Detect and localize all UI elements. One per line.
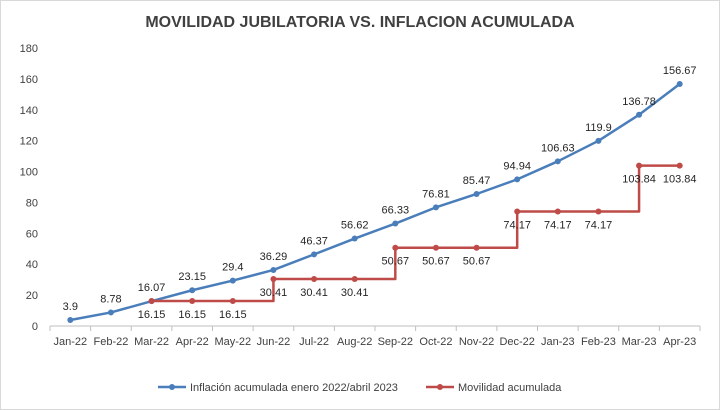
y-tick-label: 180 [20,43,38,55]
data-point [514,176,521,183]
series-line-1 [151,164,680,303]
x-tick-label: Jan-22 [53,336,87,348]
data-label: 119.9 [585,122,612,134]
data-point [148,298,155,305]
x-tick-label: Feb-22 [94,336,129,348]
data-label: 29.4 [222,262,243,274]
data-label: 30.41 [341,287,369,299]
data-label: 3.9 [63,301,78,313]
y-tick-label: 160 [20,74,38,86]
data-label: 136.78 [622,96,656,108]
chart-title: MOVILIDAD JUBILATORIA VS. INFLACION ACUM… [145,14,575,31]
y-tick-label: 0 [32,321,38,333]
data-point [473,244,480,251]
data-point [392,244,399,251]
data-label: 16.15 [219,309,247,321]
x-tick-label: Jun-22 [257,336,291,348]
data-point [107,309,114,316]
x-tick-label: Feb-23 [581,336,616,348]
legend-label: Movilidad acumulada [458,382,562,394]
data-label: 50.67 [463,256,491,268]
x-tick-label: Mar-23 [622,336,657,348]
data-point [270,266,277,273]
data-point [595,208,602,215]
data-labels: 3.9 8.78 16.07 23.15 29.4 36.29 46.37 56.62 66.3… [63,65,697,321]
data-label: 66.33 [382,205,410,217]
data-label: 56.62 [341,220,369,232]
data-point [432,204,439,211]
x-tick-label: May-22 [214,336,251,348]
data-label: 103.84 [663,174,697,186]
legend-label: Inflación acumulada enero 2022/abril 202… [190,382,398,394]
data-label: 106.63 [541,142,575,154]
data-label: 74.17 [585,219,613,231]
y-tick-label: 60 [26,228,38,240]
data-point [432,244,439,251]
x-tick-label: Mar-22 [134,336,169,348]
data-point [351,235,358,242]
legend-marker [169,384,175,390]
data-point [189,287,196,294]
y-tick-label: 40 [26,259,38,271]
data-label: 156.67 [663,65,697,77]
data-point [392,220,399,227]
data-label: 30.41 [260,287,288,299]
x-tick-label: Oct-22 [419,336,452,348]
y-tick-label: 140 [20,105,38,117]
x-tick-label: Jul-22 [299,336,329,348]
data-label: 76.81 [422,188,450,200]
data-point [229,277,236,284]
data-point [676,162,683,169]
data-point [270,276,277,283]
axes: 0 20 40 60 80 100 120 140 160 180 Jan-22 Feb-22 Mar-… [20,43,701,348]
data-point [67,316,74,323]
data-point [514,208,521,215]
legend: Inflación acumulada enero 2022/abril 202… [158,382,562,394]
x-tick-label: Apr-23 [663,336,696,348]
data-point [554,158,561,165]
x-tick-label: Jan-23 [541,336,575,348]
data-label: 16.15 [178,309,206,321]
data-point [473,190,480,197]
data-point [554,208,561,215]
data-point [189,298,196,305]
data-label: 30.41 [300,287,328,299]
data-point [351,276,358,283]
data-label: 46.37 [300,235,328,247]
data-label: 74.17 [544,219,572,231]
y-tick-label: 20 [26,290,38,302]
data-point [311,251,318,258]
data-point [636,111,643,118]
data-point [676,81,683,88]
data-label: 36.29 [260,251,288,263]
y-tick-label: 120 [20,136,38,148]
data-label: 8.78 [100,293,121,305]
legend-marker [437,384,443,390]
data-label: 16.07 [138,282,166,294]
x-tick-label: Apr-22 [176,336,209,348]
data-point [311,276,318,283]
y-tick-label: 100 [20,167,38,179]
data-label: 50.67 [422,256,450,268]
data-point [636,162,643,169]
y-tick-label: 80 [26,197,38,209]
x-tick-label: Nov-22 [459,336,494,348]
data-point [229,298,236,305]
data-label: 50.67 [382,256,410,268]
x-tick-label: Aug-22 [337,336,372,348]
data-label: 94.94 [503,160,531,172]
series-layer [67,81,683,323]
x-tick-label: Dec-22 [499,336,534,348]
data-label: 85.47 [463,175,491,187]
data-label: 103.84 [622,174,656,186]
data-label: 16.15 [138,309,166,321]
series-line-0 [70,83,681,322]
data-label: 74.17 [503,219,531,231]
data-label: 23.15 [178,271,206,283]
x-tick-label: Sep-22 [378,336,413,348]
data-point [595,137,602,144]
